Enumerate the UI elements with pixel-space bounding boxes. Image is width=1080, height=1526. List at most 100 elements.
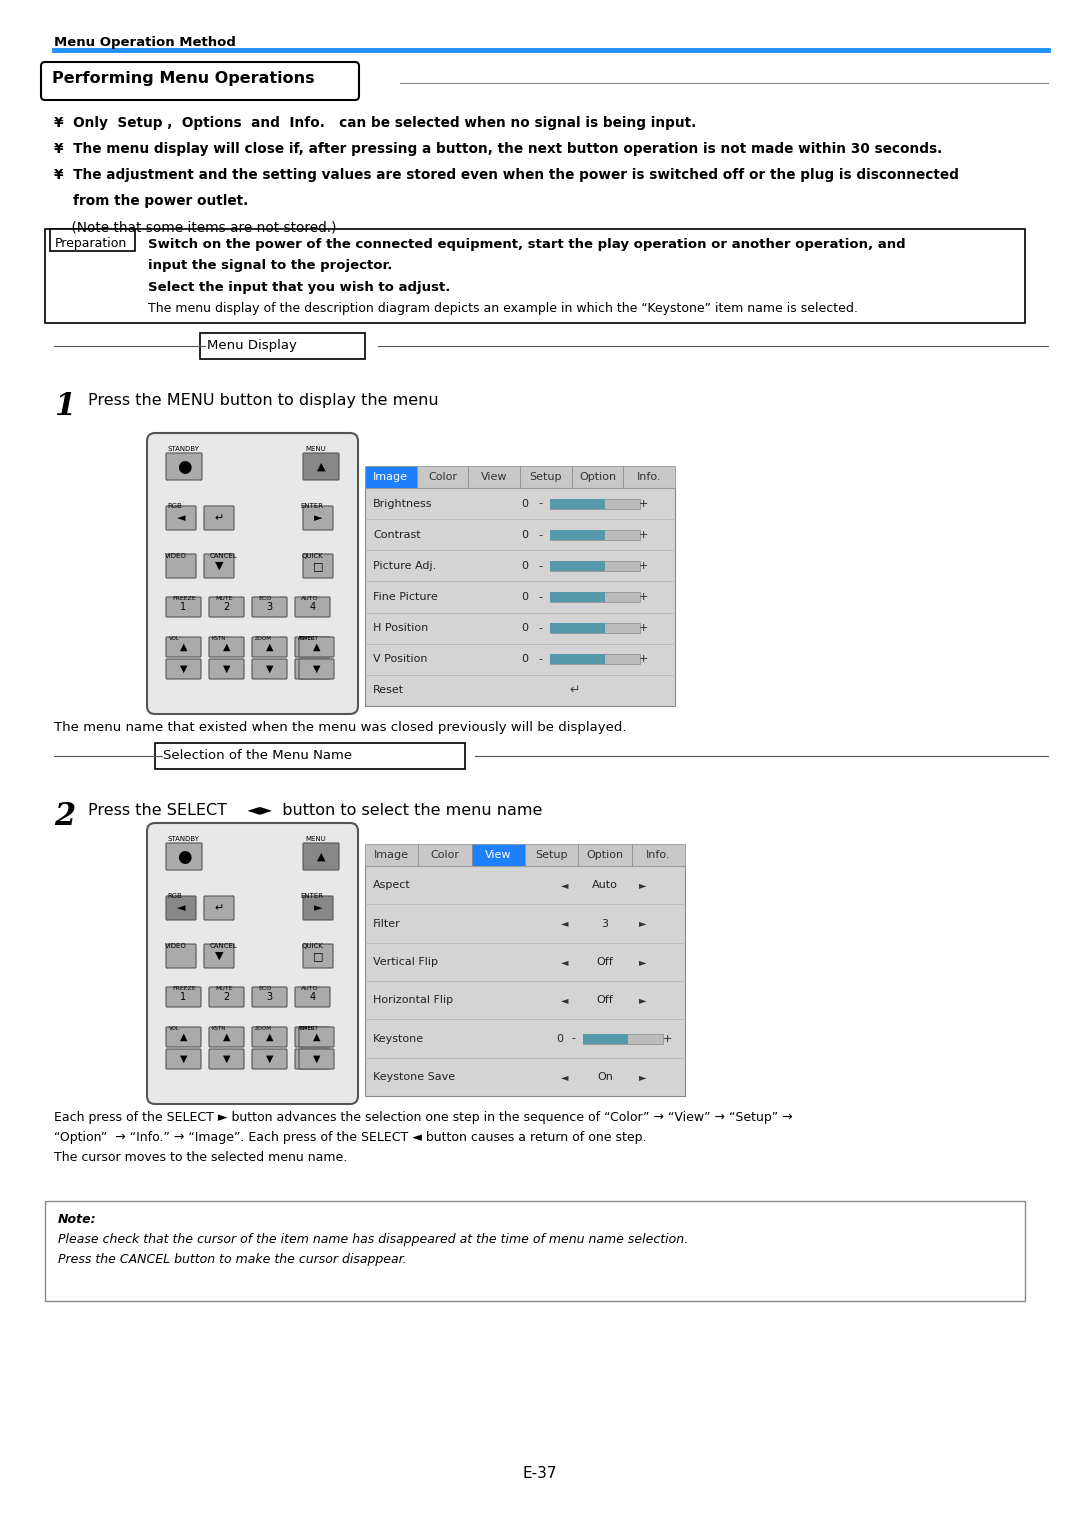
Text: Fine Picture: Fine Picture <box>373 592 437 601</box>
FancyBboxPatch shape <box>166 659 201 679</box>
Text: ¥  Only  Setup ,  Options  and  Info.   can be selected when no signal is being : ¥ Only Setup , Options and Info. can be … <box>54 116 697 130</box>
Bar <box>632 844 685 865</box>
Text: ENTER: ENTER <box>300 504 323 510</box>
Text: Option: Option <box>579 472 616 482</box>
Text: Press the MENU button to display the menu: Press the MENU button to display the men… <box>87 394 438 407</box>
Text: ▼: ▼ <box>215 951 224 961</box>
Text: 3: 3 <box>267 992 272 1003</box>
Text: +: + <box>638 592 648 601</box>
FancyBboxPatch shape <box>166 842 202 870</box>
Text: Auto: Auto <box>592 881 618 890</box>
Text: □: □ <box>313 951 323 961</box>
Bar <box>578 844 632 865</box>
FancyBboxPatch shape <box>295 1048 330 1070</box>
Text: AUTO: AUTO <box>301 597 319 601</box>
Text: QUICK: QUICK <box>302 943 324 949</box>
Text: ◄: ◄ <box>177 513 186 523</box>
Bar <box>571 465 623 488</box>
Text: 0: 0 <box>522 623 528 633</box>
Text: from the power outlet.: from the power outlet. <box>54 194 248 208</box>
Text: MENU: MENU <box>305 836 326 842</box>
FancyBboxPatch shape <box>204 507 234 530</box>
Bar <box>469 465 519 488</box>
Text: +: + <box>638 623 648 633</box>
Text: 0: 0 <box>522 499 528 508</box>
Bar <box>365 865 685 1096</box>
FancyBboxPatch shape <box>299 1048 334 1070</box>
FancyBboxPatch shape <box>299 1027 334 1047</box>
Text: ▼: ▼ <box>179 664 187 674</box>
Bar <box>550 655 605 664</box>
FancyBboxPatch shape <box>295 659 330 679</box>
FancyBboxPatch shape <box>210 1048 244 1070</box>
Bar <box>519 465 571 488</box>
Text: ▲: ▲ <box>179 1032 187 1042</box>
Text: TIMER: TIMER <box>298 1025 314 1032</box>
Bar <box>550 623 605 633</box>
Text: Keystone Save: Keystone Save <box>373 1071 455 1082</box>
Text: 4: 4 <box>310 601 315 612</box>
Text: -: - <box>571 1033 575 1044</box>
Bar <box>156 743 465 769</box>
Text: ▲: ▲ <box>316 461 325 472</box>
Text: ►: ► <box>314 513 322 523</box>
FancyBboxPatch shape <box>303 453 339 481</box>
Text: +: + <box>638 499 648 508</box>
Text: Color: Color <box>431 850 459 861</box>
Text: VOL: VOL <box>168 636 180 641</box>
Text: 0: 0 <box>522 655 528 664</box>
Text: ▲: ▲ <box>313 1032 321 1042</box>
Text: Preparation: Preparation <box>55 237 127 250</box>
Text: Each press of the SELECT ► button advances the selection one step in the sequenc: Each press of the SELECT ► button advanc… <box>54 1111 793 1125</box>
FancyBboxPatch shape <box>303 945 333 967</box>
Text: STANDBY: STANDBY <box>167 446 199 452</box>
Text: ►: ► <box>314 903 322 913</box>
FancyBboxPatch shape <box>252 1048 287 1070</box>
FancyBboxPatch shape <box>210 987 244 1007</box>
FancyBboxPatch shape <box>204 554 234 578</box>
Text: Info.: Info. <box>646 850 671 861</box>
Text: VIDEO: VIDEO <box>165 552 187 559</box>
Text: +: + <box>662 1033 672 1044</box>
Text: ▼: ▼ <box>313 664 321 674</box>
Bar <box>583 1033 627 1044</box>
Text: 1: 1 <box>54 391 76 423</box>
Bar <box>50 229 135 250</box>
Text: Filter: Filter <box>373 919 401 928</box>
Text: The menu name that existed when the menu was closed previously will be displayed: The menu name that existed when the menu… <box>54 720 626 734</box>
Text: V Position: V Position <box>373 655 428 664</box>
Text: 0: 0 <box>556 1033 564 1044</box>
Text: ▲: ▲ <box>266 1032 273 1042</box>
Text: ASPECT: ASPECT <box>298 636 319 641</box>
Text: QUICK: QUICK <box>302 552 324 559</box>
FancyBboxPatch shape <box>295 597 330 617</box>
Text: MENU: MENU <box>305 446 326 452</box>
FancyBboxPatch shape <box>210 636 244 658</box>
FancyBboxPatch shape <box>252 636 287 658</box>
Text: Off: Off <box>596 995 613 1006</box>
Text: ▲: ▲ <box>222 642 230 652</box>
FancyBboxPatch shape <box>295 636 330 658</box>
FancyBboxPatch shape <box>299 659 334 679</box>
Text: ◄: ◄ <box>562 957 569 967</box>
Text: Keystone: Keystone <box>373 1033 424 1044</box>
Text: 1: 1 <box>180 601 187 612</box>
FancyBboxPatch shape <box>166 554 195 578</box>
Bar <box>525 844 578 865</box>
Text: Performing Menu Operations: Performing Menu Operations <box>52 72 314 85</box>
Text: Switch on the power of the connected equipment, start the play operation or anot: Switch on the power of the connected equ… <box>148 238 906 250</box>
Bar <box>583 1033 663 1044</box>
Text: Picture Adj.: Picture Adj. <box>373 562 436 571</box>
Text: -: - <box>538 592 542 601</box>
Bar <box>550 499 605 508</box>
Text: ↵: ↵ <box>570 684 580 697</box>
Text: ¥  The menu display will close if, after pressing a button, the next button oper: ¥ The menu display will close if, after … <box>54 142 942 156</box>
Text: ▲: ▲ <box>266 642 273 652</box>
FancyBboxPatch shape <box>147 823 357 1103</box>
Bar <box>550 530 640 540</box>
Text: (Note that some items are not stored.): (Note that some items are not stored.) <box>54 220 337 233</box>
Text: □: □ <box>313 562 323 571</box>
Text: 1: 1 <box>180 992 187 1003</box>
Text: ▼: ▼ <box>215 562 224 571</box>
Bar <box>45 1201 1025 1302</box>
